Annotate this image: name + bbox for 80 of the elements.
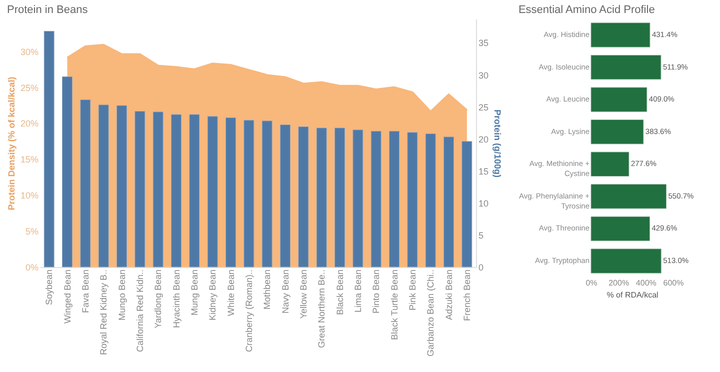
- bar: [370, 130, 382, 268]
- x-tick-label: Mung Bean: [189, 270, 200, 316]
- x-tick-label: 400%: [636, 278, 656, 288]
- x-tick-label: Black Bean: [334, 270, 345, 316]
- bar: [590, 184, 667, 209]
- bar: [590, 22, 650, 48]
- bar: [244, 120, 254, 268]
- x-tick-label: Kidney Bean: [208, 270, 218, 321]
- x-tick-label: Yardlong Bean: [153, 270, 164, 328]
- y2-tick-label: 20: [478, 134, 489, 144]
- chart-title: Essential Amino Acid Profile: [518, 4, 655, 16]
- bar: [462, 141, 472, 268]
- x-tick-label: Hyacinth Bean: [171, 270, 182, 328]
- x-tick-label: Mothbean: [262, 270, 272, 310]
- x-tick-label: 200%: [608, 278, 630, 288]
- y-tick-label: 10%: [20, 190, 38, 201]
- y2-tick-label: 25: [478, 102, 489, 112]
- y2-axis-title: Protein (g/100g): [492, 109, 503, 178]
- bar: [407, 132, 418, 268]
- x-tick-label: Lima Bean: [352, 270, 363, 313]
- bar: [134, 111, 146, 268]
- x-axis-title: % of RDA/kcal: [606, 290, 659, 300]
- bar: [590, 248, 662, 274]
- bar: [262, 120, 272, 268]
- x-tick-label: Pink Bean: [407, 270, 418, 311]
- x-tick-label: Royal Red Kidney B..: [98, 270, 109, 356]
- bar: [189, 114, 200, 268]
- x-tick-label: California Red Kidn..: [134, 270, 145, 352]
- bar: [207, 116, 218, 268]
- x-tick-label: Pinto Bean: [371, 270, 382, 314]
- x-tick-label: Great Northern Be..: [316, 270, 327, 348]
- x-tick-label: Fava Bean: [80, 270, 90, 314]
- x-tick-label: Winged Bean: [62, 270, 72, 324]
- x-tick-label: Cranberry (Roman)..: [244, 270, 254, 352]
- bar: [62, 76, 72, 268]
- bar: [352, 130, 364, 268]
- bar: [590, 216, 650, 242]
- x-tick-label: Soybean: [44, 270, 54, 306]
- y-tick-label: 20%: [20, 118, 38, 129]
- bar: [226, 117, 236, 268]
- y2-tick-label: 30: [478, 70, 489, 80]
- bar: [334, 128, 345, 268]
- bar: [590, 152, 630, 177]
- y-tick-label: 0%: [25, 262, 38, 272]
- bar: [590, 119, 644, 144]
- chart-title: Protein in Beans: [6, 4, 88, 16]
- y2-tick-label: 5: [478, 230, 484, 240]
- x-tick-label: French Bean: [462, 270, 472, 322]
- bar: [116, 105, 127, 268]
- y-tick-label: 30%: [20, 46, 38, 57]
- x-tick-label: Mungo Bean: [116, 270, 127, 321]
- x-tick-label: Garbanzo Bean (Chi..: [426, 270, 436, 357]
- x-tick-label: White Bean: [226, 270, 236, 316]
- bar: [425, 133, 436, 268]
- y-tick-label: 5%: [25, 226, 38, 237]
- bar: [98, 104, 109, 268]
- bar: [444, 136, 454, 268]
- bar: [590, 54, 662, 80]
- bar: [389, 130, 400, 268]
- x-tick-label: Navy Bean: [280, 270, 290, 314]
- y2-tick-label: 15: [478, 166, 489, 176]
- x-tick-label: Black Turtle Bean: [389, 270, 400, 340]
- bar: [152, 112, 164, 268]
- x-tick-label: 600%: [663, 278, 684, 288]
- y-tick-label: 15%: [20, 154, 38, 165]
- y-tick-label: 25%: [20, 82, 38, 93]
- bar: [316, 128, 327, 268]
- bar: [298, 126, 309, 268]
- y2-tick-label: 35: [478, 38, 489, 48]
- y2-tick-label: 0: [478, 262, 484, 272]
- y2-tick-label: 10: [478, 198, 489, 208]
- bar: [44, 30, 54, 268]
- y-axis-title: Protein Density (% of kcal/kcal): [6, 76, 16, 210]
- bar: [590, 87, 648, 112]
- bar: [171, 114, 182, 268]
- x-tick-label: 0%: [586, 278, 598, 288]
- x-tick-label: Yellow Bean: [298, 270, 308, 319]
- x-tick-label: Adzuki Bean: [444, 270, 454, 320]
- bar: [80, 99, 91, 268]
- bar: [280, 124, 290, 268]
